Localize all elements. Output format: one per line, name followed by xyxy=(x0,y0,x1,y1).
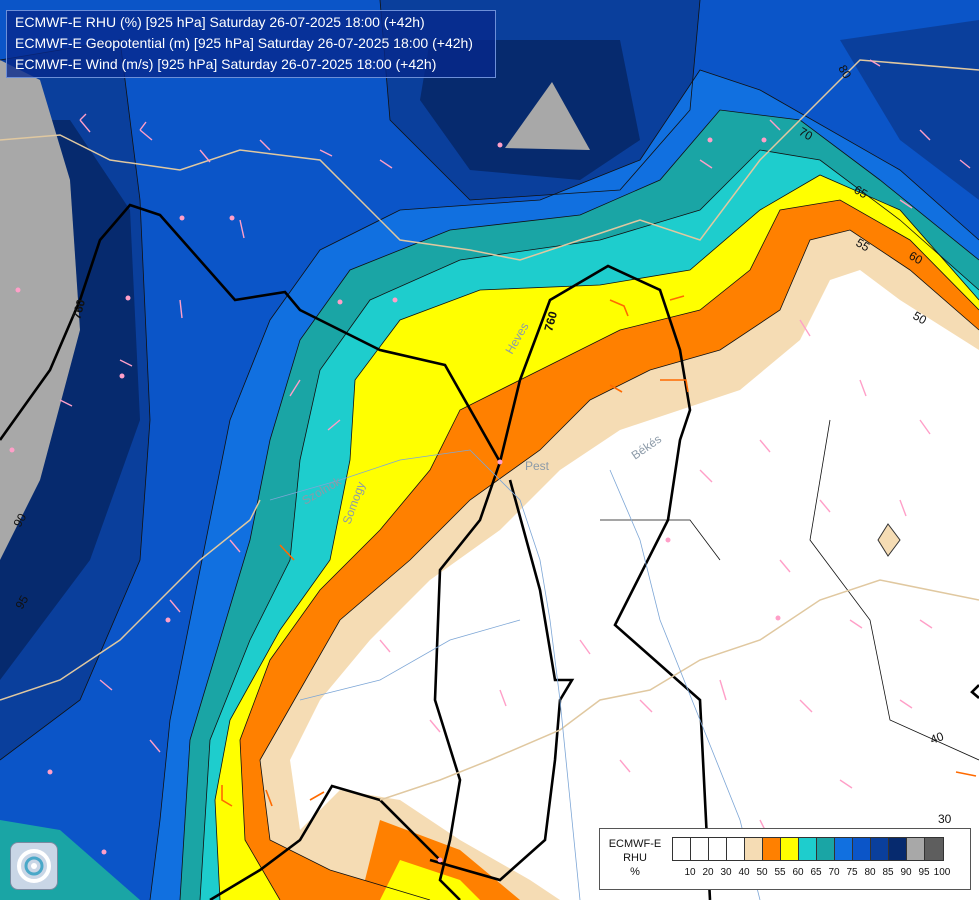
rhu-label-55: 55 xyxy=(854,235,873,254)
title-rhu: ECMWF-E RHU (%) [925 hPa] Saturday 26-07… xyxy=(15,14,425,30)
rhu-label-95: 95 xyxy=(12,593,31,612)
rhu-band-60-south xyxy=(380,860,480,900)
wind-barbs xyxy=(59,59,971,837)
rhu-label-80: 80 xyxy=(835,63,854,82)
legend-swatches xyxy=(672,837,944,861)
legend-swatch-50 xyxy=(745,838,763,860)
wind-barbs-orange xyxy=(221,295,977,807)
legend-tick-65: 65 xyxy=(810,867,822,878)
legend-tick-30: 30 xyxy=(720,867,732,878)
legend-tick-75: 75 xyxy=(846,867,858,878)
legend-ticks: 10 20 30 40 50 55 60 65 70 75 80 85 90 95 100 xyxy=(672,867,972,881)
rhu-contour-labels: 80 70 65 55 60 50 40 30 90 95 xyxy=(10,63,951,827)
rhu-label-60: 60 xyxy=(907,248,926,267)
legend-swatch-70 xyxy=(817,838,835,860)
title-wind: ECMWF-E Wind (m/s) [925 hPa] Saturday 26… xyxy=(15,56,437,72)
legend-swatch-95 xyxy=(907,838,925,860)
legend-tick-85: 85 xyxy=(882,867,894,878)
legend-title-variable: RHU xyxy=(623,852,647,864)
legend-swatch-75 xyxy=(835,838,853,860)
rhu-label-30: 30 xyxy=(938,812,952,826)
legend-swatch-80 xyxy=(853,838,871,860)
rhu-label-70: 70 xyxy=(797,124,816,143)
legend-swatch-10 xyxy=(673,838,691,860)
rhu-label-50: 50 xyxy=(911,308,930,327)
ecmwf-logo-icon xyxy=(10,842,58,890)
legend-swatch-40 xyxy=(727,838,745,860)
rhu-band-95-west xyxy=(0,60,80,560)
legend-swatch-55 xyxy=(763,838,781,860)
geopotential-label-central: 760 xyxy=(541,309,560,332)
legend-swatch-20 xyxy=(691,838,709,860)
logo-swirl-icon xyxy=(17,849,51,883)
legend-tick-10: 10 xyxy=(684,867,696,878)
title-panel: ECMWF-E RHU (%) [925 hPa] Saturday 26-07… xyxy=(6,10,496,78)
rhu-band-95-north xyxy=(505,82,590,150)
legend-title: ECMWF-E RHU % xyxy=(602,837,668,879)
legend-swatch-90 xyxy=(889,838,907,860)
legend-tick-80: 80 xyxy=(864,867,876,878)
title-geopotential: ECMWF-E Geopotential (m) [925 hPa] Satur… xyxy=(15,35,473,51)
color-legend: ECMWF-E RHU % 10 20 30 40 50 55 60 65 70 75 80 85 90… xyxy=(599,828,971,890)
calm-wind-markers xyxy=(9,137,781,863)
legend-swatch-60 xyxy=(781,838,799,860)
legend-tick-40: 40 xyxy=(738,867,750,878)
rhu-band-85-ne xyxy=(840,20,979,200)
legend-tick-55: 55 xyxy=(774,867,786,878)
rhu-label-90: 90 xyxy=(10,511,29,530)
geopotential-labels: 760 760 xyxy=(69,297,560,332)
legend-swatch-65 xyxy=(799,838,817,860)
rhu-island-50 xyxy=(877,523,901,557)
legend-tick-95: 95 xyxy=(918,867,930,878)
legend-swatch-30 xyxy=(709,838,727,860)
legend-tick-70: 70 xyxy=(828,867,840,878)
legend-swatch-100 xyxy=(925,838,943,860)
legend-tick-100: 100 xyxy=(933,867,951,878)
legend-tick-50: 50 xyxy=(756,867,768,878)
rhu-label-65: 65 xyxy=(852,182,871,201)
geopotential-label-west: 760 xyxy=(69,297,88,320)
country-borders xyxy=(0,59,979,801)
legend-swatch-85 xyxy=(871,838,889,860)
rhu-label-40: 40 xyxy=(928,729,946,747)
legend-tick-60: 60 xyxy=(792,867,804,878)
legend-title-model: ECMWF-E xyxy=(608,838,662,850)
legend-tick-20: 20 xyxy=(702,867,714,878)
legend-tick-90: 90 xyxy=(900,867,912,878)
legend-title-unit: % xyxy=(630,866,640,878)
place-pest: Pest xyxy=(525,459,550,473)
